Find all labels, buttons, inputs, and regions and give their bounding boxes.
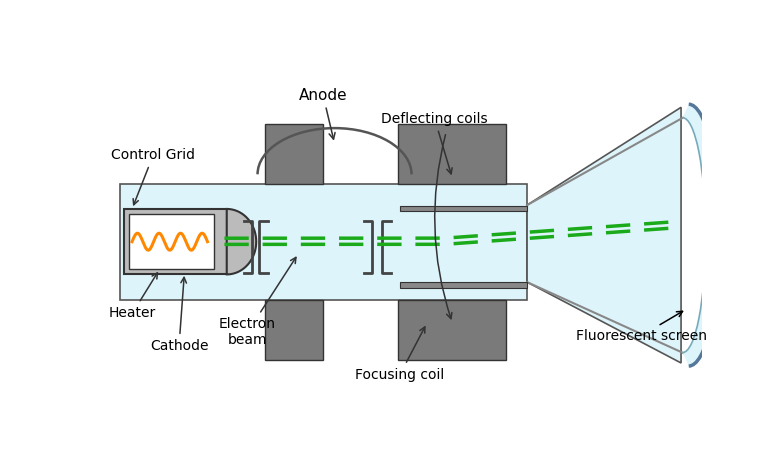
Polygon shape: [120, 184, 527, 300]
Bar: [129, 214, 213, 269]
Text: Electron
beam: Electron beam: [219, 257, 296, 347]
Bar: [400, 282, 527, 288]
Polygon shape: [683, 104, 719, 366]
Bar: [124, 209, 227, 274]
Text: Focusing coil: Focusing coil: [355, 327, 445, 382]
Text: Control Grid: Control Grid: [111, 148, 196, 205]
Bar: [265, 124, 323, 184]
Text: Cathode: Cathode: [150, 278, 208, 353]
Polygon shape: [227, 209, 256, 274]
Bar: [399, 124, 506, 184]
Polygon shape: [527, 107, 681, 363]
Bar: [399, 300, 506, 360]
Text: Deflecting coils: Deflecting coils: [382, 112, 488, 174]
Text: Heater: Heater: [109, 273, 157, 320]
Bar: [265, 300, 323, 360]
Text: Fluorescent screen: Fluorescent screen: [576, 311, 707, 343]
Bar: [400, 206, 527, 211]
Text: Anode: Anode: [299, 87, 347, 139]
